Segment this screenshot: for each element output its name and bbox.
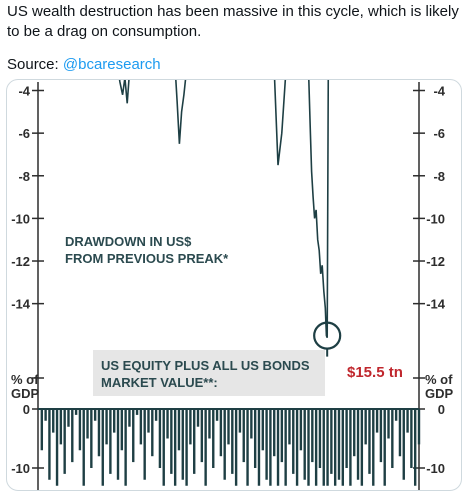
top-left-tick-label: -8 bbox=[18, 169, 30, 184]
left-ylabel-line-1: % of bbox=[11, 372, 39, 387]
top-left-tick-label: -6 bbox=[18, 126, 30, 141]
source-handle-link[interactable]: @bcaresearch bbox=[62, 56, 161, 73]
right-ylabel-line-2: GDP bbox=[425, 386, 454, 401]
top-right-tick-label: -10 bbox=[426, 211, 445, 226]
chart-image-card[interactable]: -4 -4 -6 -6 -8 -8 -10 -10 -12 -12 -14 -14 0 0 -10 -10 … bbox=[6, 79, 462, 491]
top-annotation-line-2: FROM PREVIOUS PREAK* bbox=[65, 251, 229, 266]
left-ylabel-line-2: GDP bbox=[11, 386, 40, 401]
value-label: $15.5 tn bbox=[347, 364, 403, 381]
top-right-tick-label: -8 bbox=[433, 169, 445, 184]
bottom-annotation-box bbox=[93, 350, 325, 396]
post-text: US wealth destruction has been massive i… bbox=[7, 3, 459, 40]
bottom-right-tick-label: 0 bbox=[438, 402, 445, 417]
top-right-tick-label: -12 bbox=[426, 254, 445, 269]
bottom-left-tick-label: 0 bbox=[23, 402, 30, 417]
bottom-annotation-line-1: US EQUITY PLUS ALL US BONDS bbox=[101, 358, 310, 373]
tweet-post: US wealth destruction has been massive i… bbox=[6, 3, 462, 491]
source-line: Source: @bcaresearch bbox=[7, 55, 161, 75]
top-series-line bbox=[118, 80, 330, 338]
top-right-tick-label: -14 bbox=[426, 297, 446, 312]
bottom-left-tick-label: -10 bbox=[11, 461, 30, 476]
top-right-tick-label: -6 bbox=[433, 126, 445, 141]
right-ylabel-line-1: % of bbox=[425, 372, 453, 387]
source-label: Source: bbox=[7, 56, 59, 73]
chart-svg: -4 -4-6 -6-8 -8-10 -10-12 -12-14 -14 0 0-10 -10 … bbox=[11, 80, 454, 490]
bottom-annotation-line-2: MARKET VALUE**: bbox=[101, 375, 218, 390]
bottom-panel: 0 0 -10 -10 bbox=[11, 377, 445, 486]
top-left-tick-label: -4 bbox=[18, 84, 30, 99]
top-panel: -4 -4 -6 -6 -8 -8 -10 -10 -12 -12 -14 -14 bbox=[11, 80, 446, 357]
top-annotation-line-1: DRAWDOWN IN US$ bbox=[65, 234, 192, 249]
top-left-tick-label: -12 bbox=[11, 254, 30, 269]
top-left-tick-label: -10 bbox=[11, 211, 30, 226]
top-right-tick-label: -4 bbox=[433, 84, 445, 99]
top-left-tick-label: -14 bbox=[11, 297, 31, 312]
bottom-right-tick-label: -10 bbox=[426, 461, 445, 476]
